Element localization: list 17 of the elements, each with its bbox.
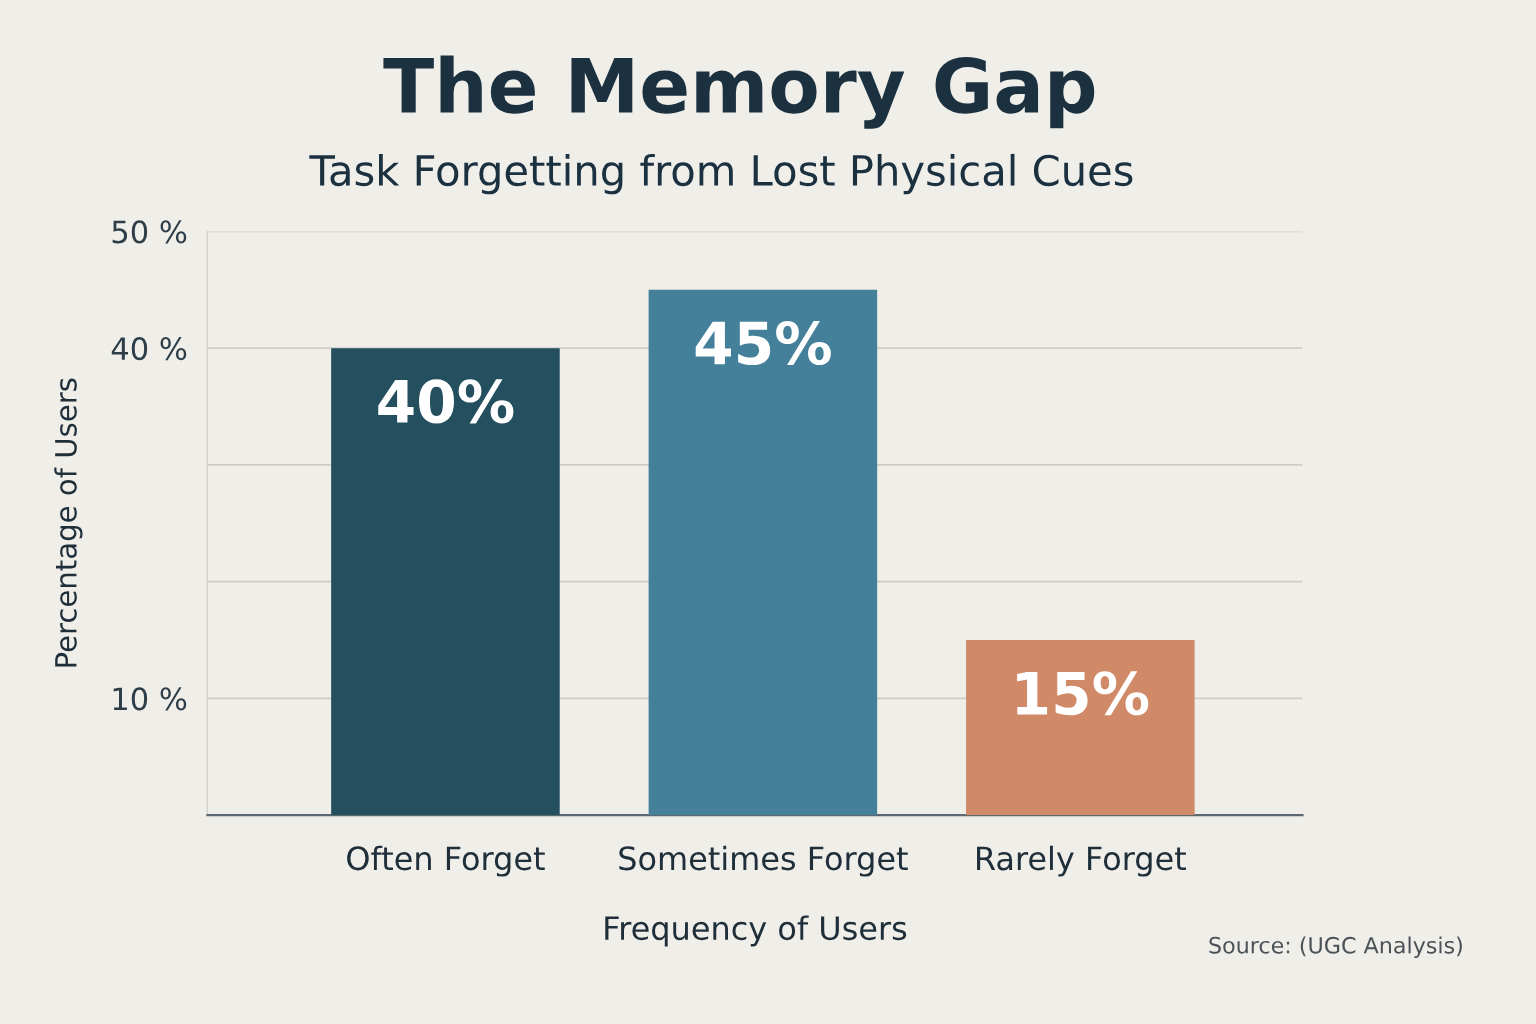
bar (648, 289, 878, 816)
bar (331, 348, 560, 816)
chart-subtitle: Task Forgetting from Lost Physical Cues (309, 153, 1133, 195)
source-note: Source: (UGC Analysis) (1209, 936, 1462, 958)
x-axis-title: Frequency of Users (605, 915, 907, 947)
x-tick-label: Often Forget (347, 845, 545, 877)
y-axis-title: Percentage of Users (54, 378, 83, 667)
bar (966, 640, 1195, 816)
x-tick-label: Sometimes Forget (619, 845, 908, 877)
y-tick-label: 40 % (111, 337, 187, 361)
data-label: 15% (1017, 671, 1149, 716)
y-tick-label: 10 % (113, 687, 187, 711)
data-label: 45% (695, 320, 831, 366)
chart-title: The Memory Gap (383, 55, 1095, 129)
data-label: 40% (378, 379, 514, 424)
y-tick-label: 50 % (112, 220, 187, 244)
x-tick-label: Rarely Forget (977, 845, 1186, 877)
